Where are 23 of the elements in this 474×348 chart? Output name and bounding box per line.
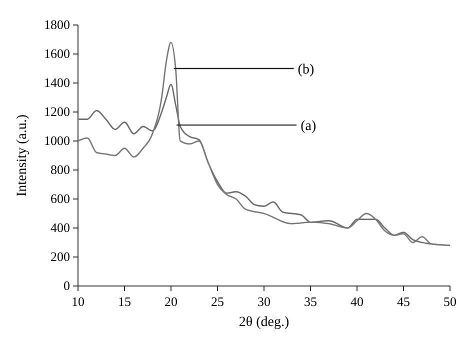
- y-tick-label: 1600: [44, 46, 70, 61]
- x-axis-title: 2θ (deg.): [238, 315, 290, 330]
- y-axis-title: Intensity (a.u.): [15, 114, 30, 197]
- y-tick-label: 600: [50, 191, 70, 206]
- y-tick-label: 1800: [44, 17, 70, 32]
- x-tick-label: 20: [164, 294, 178, 309]
- x-tick-label: 50: [444, 294, 456, 309]
- y-tick-label: 1400: [44, 75, 70, 90]
- y-tick-label: 1200: [44, 104, 70, 119]
- x-tick-label: 40: [350, 294, 364, 309]
- x-tick-label: 10: [72, 294, 84, 309]
- y-tick-label: 400: [50, 220, 70, 235]
- y-tick-label: 0: [64, 278, 70, 293]
- annotation: (b): [298, 62, 314, 78]
- x-tick-label: 15: [118, 294, 131, 309]
- y-tick-label: 800: [50, 162, 70, 177]
- y-tick-label: 200: [50, 249, 70, 264]
- y-tick-label: 1000: [44, 133, 70, 148]
- x-tick-label: 45: [397, 294, 410, 309]
- annotation: (a): [300, 119, 316, 134]
- x-tick-label: 25: [211, 294, 224, 309]
- x-tick-label: 30: [258, 294, 270, 309]
- x-tick-label: 35: [304, 294, 317, 309]
